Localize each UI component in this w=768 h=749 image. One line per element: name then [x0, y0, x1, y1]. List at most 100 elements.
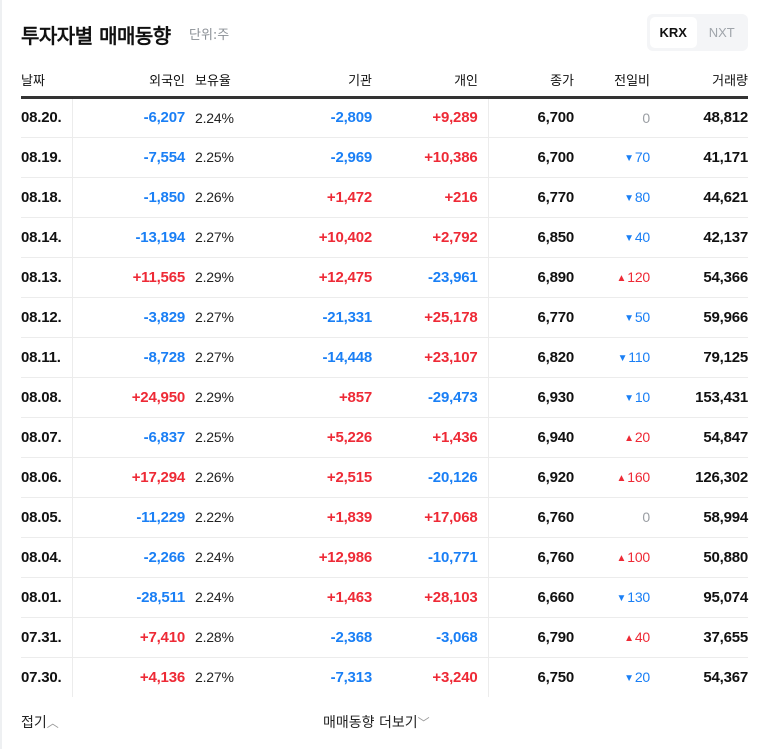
cell-holding-ratio: 2.24%	[185, 97, 258, 138]
cell-date: 08.07.	[21, 417, 73, 458]
col-header-volume: 거래량	[650, 64, 748, 99]
col-header-holding-ratio: 보유율	[185, 64, 258, 99]
cell-foreign: -28,511	[72, 577, 185, 618]
cell-volume: 44,621	[650, 177, 748, 218]
cell-holding-ratio: 2.27%	[185, 217, 258, 258]
more-label: 매매동향 더보기	[323, 715, 418, 731]
cell-holding-ratio: 2.27%	[185, 297, 258, 338]
tab-nxt[interactable]: NXT	[708, 25, 735, 40]
cell-holding-ratio: 2.27%	[185, 337, 258, 378]
cell-date: 08.06.	[21, 457, 73, 498]
change-value: 80	[634, 189, 650, 205]
table-row: 08.11. -8,728 2.27% -14,448 +23,107 6,820 ▼110…	[21, 337, 748, 378]
cell-foreign: -6,837	[72, 417, 185, 458]
cell-close: 6,760	[488, 497, 574, 538]
cell-date: 07.31.	[21, 617, 73, 658]
cell-volume: 59,966	[650, 297, 748, 338]
triangle-up-icon: ▲	[624, 433, 634, 444]
cell-individual: +3,240	[372, 657, 489, 697]
cell-change: ▼70	[574, 137, 650, 178]
cell-close: 6,770	[488, 297, 574, 338]
cell-holding-ratio: 2.24%	[185, 537, 258, 578]
cell-institution: +857	[258, 377, 372, 418]
cell-holding-ratio: 2.29%	[185, 377, 258, 418]
cell-individual: +23,107	[372, 337, 489, 378]
cell-close: 6,660	[488, 577, 574, 618]
cell-close: 6,760	[488, 537, 574, 578]
triangle-down-icon: ▼	[624, 153, 634, 164]
cell-holding-ratio: 2.24%	[185, 577, 258, 618]
cell-volume: 41,171	[650, 137, 748, 178]
cell-institution: +1,463	[258, 577, 372, 618]
cell-individual: +25,178	[372, 297, 489, 338]
triangle-down-icon: ▼	[624, 673, 634, 685]
table-row: 07.30. +4,136 2.27% -7,313 +3,240 6,750 ▼20 54,…	[21, 657, 748, 697]
cell-individual: +1,436	[372, 417, 489, 458]
table-row: 08.01. -28,511 2.24% +1,463 +28,103 6,660 ▼130…	[21, 577, 748, 618]
cell-individual: +28,103	[372, 577, 489, 618]
col-header-close: 종가	[488, 64, 574, 99]
table-row: 08.20. -6,207 2.24% -2,809 +9,289 6,700 0 48,81…	[21, 97, 748, 138]
cell-foreign: -3,829	[72, 297, 185, 338]
cell-institution: -14,448	[258, 337, 372, 378]
change-value: 0	[642, 509, 650, 525]
cell-date: 08.01.	[21, 577, 73, 618]
cell-individual: +2,792	[372, 217, 489, 258]
more-trading-button[interactable]: 매매동향 더보기﹀	[323, 712, 430, 732]
cell-close: 6,930	[488, 377, 574, 418]
change-value: 70	[634, 149, 650, 165]
fold-label: 접기	[21, 715, 47, 731]
table-row: 08.08. +24,950 2.29% +857 -29,473 6,930 ▼10 153…	[21, 377, 748, 418]
cell-date: 08.11.	[21, 337, 73, 378]
cell-foreign: -11,229	[72, 497, 185, 538]
fold-button[interactable]: 접기︿	[21, 712, 59, 732]
col-header-institution: 기관	[258, 64, 372, 99]
section-title: 투자자별 매매동향	[21, 24, 171, 48]
cell-institution: +1,472	[258, 177, 372, 218]
cell-date: 08.04.	[21, 537, 73, 578]
table-footer: 접기︿ 매매동향 더보기﹀	[21, 706, 748, 736]
cell-foreign: -7,554	[72, 137, 185, 178]
cell-volume: 54,367	[703, 668, 748, 686]
change-value: 0	[642, 109, 650, 126]
col-header-date: 날짜	[21, 64, 72, 99]
col-header-change: 전일비	[574, 64, 650, 99]
cell-holding-ratio: 2.25%	[185, 417, 258, 458]
cell-change: ▲40	[574, 617, 650, 658]
cell-institution: +2,515	[258, 457, 372, 498]
cell-foreign: -8,728	[72, 337, 185, 378]
cell-change: ▼80	[574, 177, 650, 218]
cell-individual: -23,961	[372, 257, 489, 298]
cell-date: 08.05.	[21, 497, 73, 538]
table-header-row: 날짜 외국인 보유율 기관 개인 종가 전일비 거래량	[21, 64, 748, 99]
chevron-up-icon: ︿	[46, 716, 59, 730]
cell-close: 6,770	[488, 177, 574, 218]
cell-institution: +12,475	[258, 257, 372, 298]
cell-holding-ratio: 2.22%	[185, 497, 258, 538]
cell-close: 6,850	[488, 217, 574, 258]
cell-change: ▼40	[574, 217, 650, 258]
left-border	[0, 0, 2, 749]
change-value: 50	[634, 309, 650, 325]
table-body: 08.20. -6,207 2.24% -2,809 +9,289 6,700 0 48,81…	[21, 97, 748, 697]
cell-institution: -21,331	[258, 297, 372, 338]
triangle-down-icon: ▼	[624, 233, 634, 244]
cell-close: 6,940	[488, 417, 574, 458]
section-header: 투자자별 매매동향 단위:주 KRX NXT	[21, 14, 748, 52]
cell-foreign: +7,410	[72, 617, 185, 658]
cell-change: ▲160	[574, 457, 650, 498]
cell-institution: -7,313	[330, 668, 373, 686]
cell-volume: 42,137	[650, 217, 748, 258]
cell-holding-ratio: 2.28%	[185, 617, 258, 658]
triangle-up-icon: ▲	[616, 273, 627, 284]
table-row: 07.31. +7,410 2.28% -2,368 -3,068 6,790 ▲40 37,…	[21, 617, 748, 658]
table-row: 08.06. +17,294 2.26% +2,515 -20,126 6,920 ▲160…	[21, 457, 748, 498]
cell-foreign: -1,850	[72, 177, 185, 218]
market-toggle: KRX NXT	[647, 14, 748, 51]
cell-holding-ratio: 2.26%	[185, 177, 258, 218]
change-value: 100	[627, 549, 650, 565]
tab-krx[interactable]: KRX	[650, 17, 697, 48]
cell-change: 0	[574, 497, 650, 538]
col-header-individual: 개인	[372, 64, 488, 99]
cell-close: 6,750	[537, 668, 574, 686]
